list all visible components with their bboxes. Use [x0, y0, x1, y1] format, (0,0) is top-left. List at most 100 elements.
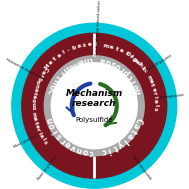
Text: M: M: [43, 63, 51, 70]
Text: o: o: [47, 121, 58, 130]
Text: a: a: [40, 69, 46, 75]
Text: c: c: [89, 147, 94, 156]
Text: a: a: [56, 52, 62, 59]
Text: o: o: [47, 82, 57, 91]
Text: r: r: [128, 54, 134, 60]
Text: r: r: [59, 136, 68, 145]
Text: o: o: [82, 146, 89, 156]
Text: e: e: [150, 87, 156, 92]
Circle shape: [12, 23, 177, 188]
Text: y: y: [116, 139, 125, 149]
Text: o: o: [131, 82, 142, 91]
Text: r: r: [151, 91, 157, 95]
Text: n: n: [75, 144, 83, 155]
Text: a: a: [147, 79, 154, 84]
Text: t: t: [89, 55, 94, 64]
Text: Metal single-atom: Metal single-atom: [37, 154, 58, 181]
Text: e: e: [64, 139, 73, 149]
Text: f: f: [53, 73, 63, 81]
Text: o: o: [31, 98, 36, 102]
Wedge shape: [22, 33, 167, 178]
Text: s: s: [42, 140, 48, 146]
Text: p: p: [122, 68, 132, 78]
Text: d: d: [93, 42, 98, 47]
Text: l: l: [40, 137, 46, 142]
Text: Heteroatom-doped carbon: Heteroatom-doped carbon: [5, 57, 46, 81]
Text: o: o: [35, 79, 41, 85]
Text: i: i: [129, 54, 133, 59]
Text: c: c: [142, 68, 148, 74]
Text: b: b: [71, 45, 77, 51]
Text: m: m: [31, 112, 37, 119]
Text: Mechanism
research: Mechanism research: [66, 89, 123, 108]
Text: t: t: [149, 83, 155, 88]
Text: O: O: [124, 51, 131, 58]
Text: n: n: [133, 88, 143, 95]
Text: Metal particles: Metal particles: [13, 134, 37, 149]
Text: v: v: [69, 142, 78, 152]
Circle shape: [51, 63, 137, 149]
Text: c: c: [100, 146, 107, 156]
Text: o: o: [113, 61, 123, 71]
Text: t: t: [52, 56, 58, 61]
Text: Heterostructure: Heterostructure: [158, 93, 185, 100]
Text: a: a: [153, 99, 158, 103]
Text: C: C: [42, 66, 49, 72]
Text: r: r: [35, 127, 41, 132]
Text: n: n: [82, 55, 90, 65]
Wedge shape: [44, 56, 144, 156]
Text: a: a: [124, 131, 134, 141]
Text: i: i: [37, 131, 42, 135]
Text: c: c: [32, 90, 37, 95]
Text: t: t: [114, 46, 119, 52]
Text: s: s: [82, 43, 87, 48]
Text: i: i: [140, 65, 145, 70]
Text: n: n: [61, 64, 71, 74]
Text: l: l: [153, 104, 158, 106]
Text: e: e: [88, 42, 92, 47]
Text: MOF/COF/polymer: MOF/COF/polymer: [146, 53, 174, 74]
Text: r: r: [118, 64, 127, 74]
Text: s: s: [109, 58, 117, 68]
Text: t: t: [126, 73, 135, 81]
Text: e: e: [66, 61, 75, 71]
Text: a: a: [132, 57, 138, 63]
Text: a: a: [109, 44, 114, 50]
Text: s: s: [139, 65, 146, 71]
Text: e: e: [33, 123, 40, 129]
Text: -: -: [67, 47, 71, 53]
Text: n: n: [50, 77, 60, 86]
Text: i: i: [58, 69, 66, 77]
Text: Polysulfide: Polysulfide: [76, 117, 113, 123]
Text: e: e: [48, 59, 54, 66]
Text: s: s: [54, 131, 64, 141]
Text: a: a: [77, 43, 82, 49]
Text: r: r: [38, 73, 44, 78]
Text: a: a: [131, 121, 141, 130]
Text: e: e: [31, 94, 36, 99]
Text: a: a: [38, 133, 44, 139]
Text: a: a: [32, 86, 38, 92]
Text: m: m: [103, 43, 110, 49]
Text: n: n: [33, 83, 40, 88]
Text: C: C: [133, 116, 143, 124]
Text: e: e: [77, 57, 84, 67]
Text: l: l: [136, 61, 142, 66]
Text: m: m: [70, 58, 81, 69]
Text: m: m: [145, 74, 153, 82]
Text: u: u: [30, 102, 36, 106]
Text: d: d: [104, 56, 112, 67]
Text: i: i: [51, 128, 60, 135]
Text: n: n: [136, 61, 143, 68]
Text: a: a: [32, 116, 37, 121]
Text: t: t: [33, 120, 38, 125]
Text: i: i: [107, 145, 112, 154]
Text: e: e: [119, 48, 125, 54]
Text: a: a: [99, 55, 106, 65]
Text: b: b: [36, 75, 43, 81]
Text: g: g: [131, 56, 137, 62]
Text: t: t: [128, 127, 138, 135]
Text: s: s: [30, 106, 36, 109]
Text: t: t: [111, 142, 119, 152]
Text: s: s: [153, 107, 158, 111]
